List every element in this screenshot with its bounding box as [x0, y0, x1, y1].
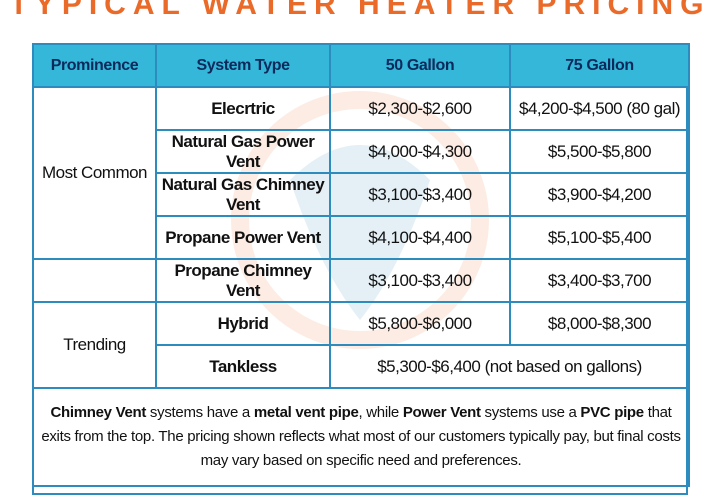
- table-row: Natural Gas Power Vent $4,000-$4,300 $5,…: [33, 129, 690, 174]
- price-50-cell: $3,100-$3,400: [329, 258, 511, 303]
- header-prominence: Prominence: [32, 43, 157, 88]
- header-system-type: System Type: [155, 43, 331, 88]
- system-type-cell: Elecrtric: [155, 86, 331, 131]
- price-50-cell: $4,000-$4,300: [329, 129, 511, 174]
- system-type-cell: Propane Chimney Vent: [155, 258, 331, 303]
- price-75-cell: $3,400-$3,700: [509, 258, 690, 303]
- table-header-row: Prominence System Type 50 Gallon 75 Gall…: [32, 43, 690, 88]
- price-75-cell: $8,000-$8,300: [509, 301, 690, 346]
- note-bold: PVC pipe: [580, 404, 644, 421]
- price-75-cell: $4,200-$4,500 (80 gal): [509, 86, 690, 131]
- note-text: systems use a: [480, 404, 581, 421]
- pricing-table: Prominence System Type 50 Gallon 75 Gall…: [32, 43, 690, 487]
- system-type-cell: Hybrid: [155, 301, 331, 346]
- price-75-cell: $5,100-$5,400: [509, 215, 690, 260]
- pricing-note: Chimney Vent systems have a metal vent p…: [32, 387, 690, 487]
- system-type-cell: Natural Gas Power Vent: [155, 129, 331, 174]
- note-text: systems have a: [146, 404, 254, 421]
- header-50-gallon: 50 Gallon: [329, 43, 511, 88]
- note-text: that exits from the top. The pricing sho…: [41, 404, 681, 469]
- system-type-cell: Propane Power Vent: [155, 215, 331, 260]
- table-row: Natural Gas Chimney Vent $3,100-$3,400 $…: [33, 172, 690, 217]
- header-75-gallon: 75 Gallon: [509, 43, 690, 88]
- table-row: Tankless $5,300-$6,400 (not based on gal…: [33, 344, 690, 389]
- price-75-cell: $3,900-$4,200: [509, 172, 690, 217]
- page-title: TYPICAL WATER HEATER PRICING: [9, 0, 711, 21]
- note-bold: metal vent pipe: [253, 404, 359, 421]
- note-text: , while: [358, 404, 403, 421]
- price-combined-cell: $5,300-$6,400 (not based on gallons): [329, 344, 690, 389]
- table-row: Trending Hybrid $5,800-$6,000 $8,000-$8,…: [32, 301, 690, 389]
- table-row: Propane Chimney Vent $3,100-$3,400 $3,40…: [32, 258, 690, 303]
- price-50-cell: $5,800-$6,000: [329, 301, 511, 346]
- note-bold: Chimney Vent: [50, 404, 147, 421]
- prominence-empty: [32, 258, 157, 303]
- system-type-cell: Tankless: [155, 344, 331, 389]
- system-type-cell: Natural Gas Chimney Vent: [155, 172, 331, 217]
- price-75-cell: $5,500-$5,800: [509, 129, 690, 174]
- price-50-cell: $3,100-$3,400: [329, 172, 511, 217]
- table-row: Most Common Elecrtric $2,300-$2,600 $4,2…: [32, 86, 690, 260]
- note-row: Chimney Vent systems have a metal vent p…: [32, 387, 690, 487]
- prominence-most-common: Most Common: [32, 86, 157, 260]
- note-bold: Power Vent: [402, 404, 481, 421]
- price-50-cell: $4,100-$4,400: [329, 215, 511, 260]
- table-row: Propane Power Vent $4,100-$4,400 $5,100-…: [33, 215, 690, 260]
- price-50-cell: $2,300-$2,600: [329, 86, 511, 131]
- prominence-trending: Trending: [32, 301, 157, 389]
